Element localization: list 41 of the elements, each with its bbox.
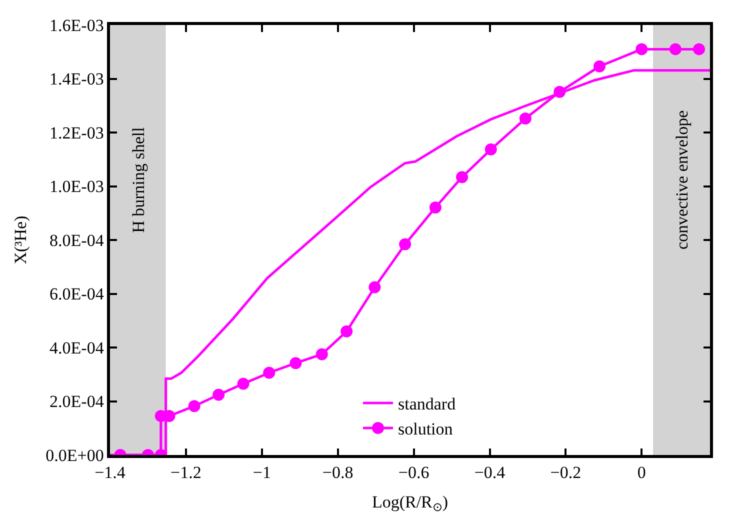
point: [237, 378, 250, 390]
y-tick-label: 1.0E-03: [50, 177, 104, 196]
x-tick-label: −1.2: [170, 463, 202, 482]
x-tick-label: −1: [252, 463, 271, 482]
point: [212, 388, 225, 401]
point: [692, 43, 705, 56]
x-tick-label: −0.4: [474, 463, 506, 482]
y-tick-label: 8.0E-04: [50, 230, 104, 250]
y-tick-label: 0.0E+00: [46, 446, 104, 465]
point: [636, 43, 648, 56]
point: [399, 238, 412, 250]
point: [593, 60, 606, 72]
point: [263, 366, 276, 379]
point: [290, 357, 302, 370]
x-tick-label: −0.8: [322, 463, 354, 482]
band-label: convective envelope: [672, 110, 692, 250]
x-tick-label: −0.6: [398, 463, 430, 482]
point: [456, 171, 468, 184]
y-axis-title: X(³He): [11, 216, 30, 264]
point: [554, 86, 566, 98]
point: [669, 43, 682, 56]
point: [340, 325, 353, 338]
y-tick-label: 1.4E-03: [50, 70, 104, 89]
x-axis-title: Log(R/R$_{⊙}$): [372, 492, 448, 514]
y-tick-label: 4.0E-04: [50, 338, 104, 358]
x-tick-label: −0.2: [550, 463, 582, 482]
point: [519, 112, 532, 125]
y-tick-label: 2.0E-04: [50, 392, 104, 412]
point: [188, 400, 200, 412]
x-tick-label: −1.4: [94, 463, 126, 482]
y-tick-label: 1.2E-03: [50, 123, 104, 142]
point: [316, 348, 328, 360]
x-tick-label: 0: [637, 463, 646, 482]
band-label: H burning shell: [128, 126, 148, 233]
legend-label: standard: [398, 394, 456, 414]
legend-label: solution: [398, 420, 454, 439]
y-tick-label: 1.6E-03: [50, 16, 104, 35]
point: [368, 281, 381, 294]
point: [484, 143, 497, 156]
y-tick-label: 6.0E-04: [50, 284, 104, 304]
point: [429, 201, 442, 214]
